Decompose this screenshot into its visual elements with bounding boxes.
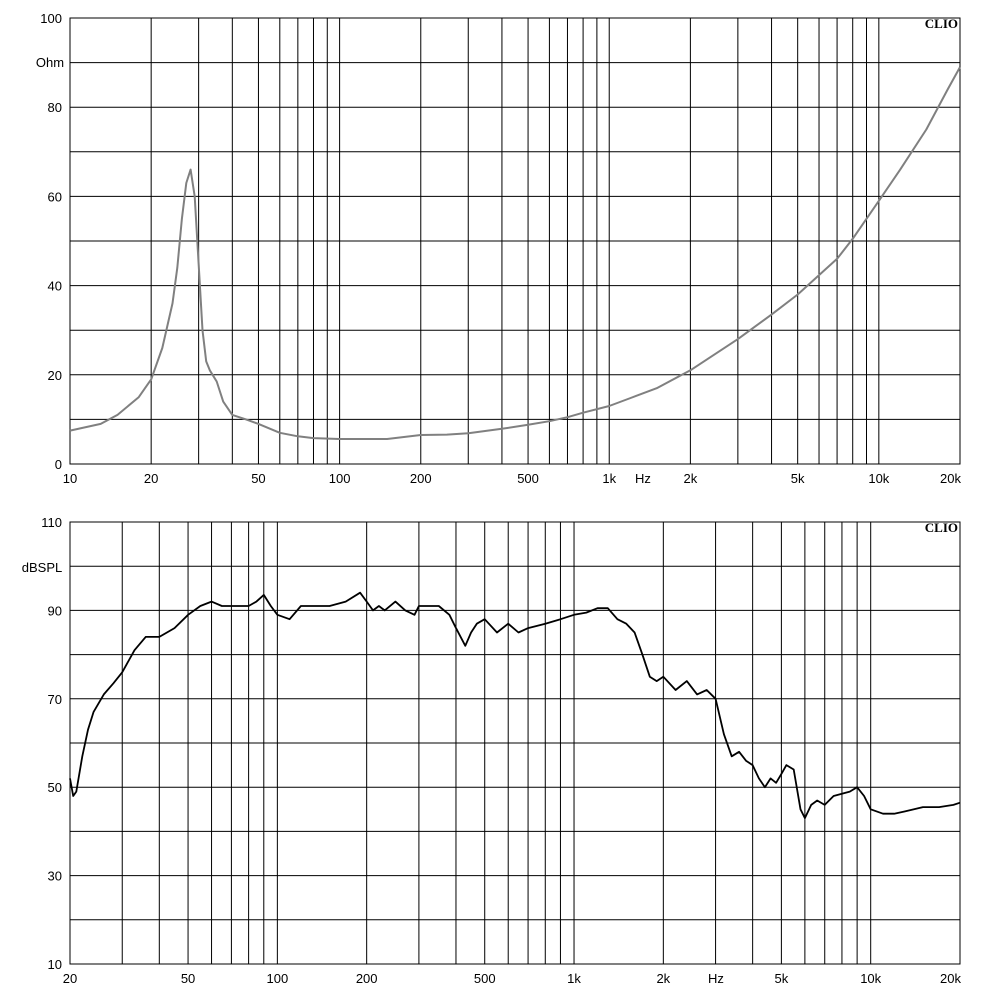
- y-tick-label: 20: [48, 368, 62, 383]
- y-tick-label: 10: [48, 957, 62, 972]
- impedance-y-ticks: 100 80 60 40 20 0: [40, 11, 62, 472]
- x-tick-label: 50: [181, 971, 195, 986]
- x-tick-label: 20: [63, 971, 77, 986]
- spl-y-axis-label: dBSPL: [22, 560, 62, 575]
- y-tick-label: 30: [48, 869, 62, 884]
- y-tick-label: 80: [48, 100, 62, 115]
- spl-brand-label: CLIO: [925, 520, 958, 535]
- y-tick-label: 50: [48, 780, 62, 795]
- x-tick-label: 100: [329, 471, 351, 486]
- x-tick-label: 20k: [940, 471, 961, 486]
- y-tick-label: 100: [40, 11, 62, 26]
- y-tick-label: 70: [48, 692, 62, 707]
- y-tick-label: 110: [41, 515, 62, 530]
- impedance-grid: [70, 18, 960, 464]
- spl-curve: [69, 591, 961, 819]
- x-tick-label: 10k: [868, 471, 889, 486]
- spl-x-ticks: 20 50 100 200 500 1k 2k 5k 10k 20k: [63, 971, 962, 986]
- x-tick-label: 200: [410, 471, 432, 486]
- x-tick-label: 5k: [775, 971, 789, 986]
- y-tick-label: 90: [48, 603, 62, 618]
- x-tick-label: 100: [267, 971, 289, 986]
- x-tick-label: 500: [517, 471, 539, 486]
- x-tick-label: 2k: [656, 971, 670, 986]
- x-tick-label: 5k: [791, 471, 805, 486]
- x-tick-label: 20: [144, 471, 158, 486]
- spl-y-ticks: 110 90 70 50 30 10: [41, 515, 62, 972]
- y-tick-label: 60: [48, 189, 62, 204]
- impedance-x-ticks: 10 20 50 100 200 500 1k 2k 5k 10k 20k: [63, 471, 962, 486]
- x-tick-label: 20k: [940, 971, 961, 986]
- impedance-x-unit-label: Hz: [635, 471, 651, 486]
- impedance-curve: [69, 66, 961, 440]
- x-tick-label: 50: [251, 471, 265, 486]
- x-tick-label: 10: [63, 471, 77, 486]
- x-tick-label: 500: [474, 971, 496, 986]
- y-tick-label: 0: [55, 457, 62, 472]
- x-tick-label: 10k: [860, 971, 881, 986]
- x-tick-label: 1k: [567, 971, 581, 986]
- impedance-y-axis-label: Ohm: [36, 55, 64, 70]
- x-tick-label: 2k: [684, 471, 698, 486]
- x-tick-label: 200: [356, 971, 378, 986]
- spl-x-unit-label: Hz: [708, 971, 724, 986]
- spl-grid: [70, 522, 960, 964]
- y-tick-label: 40: [48, 279, 62, 294]
- impedance-brand-label: CLIO: [925, 16, 958, 31]
- x-tick-label: 1k: [602, 471, 616, 486]
